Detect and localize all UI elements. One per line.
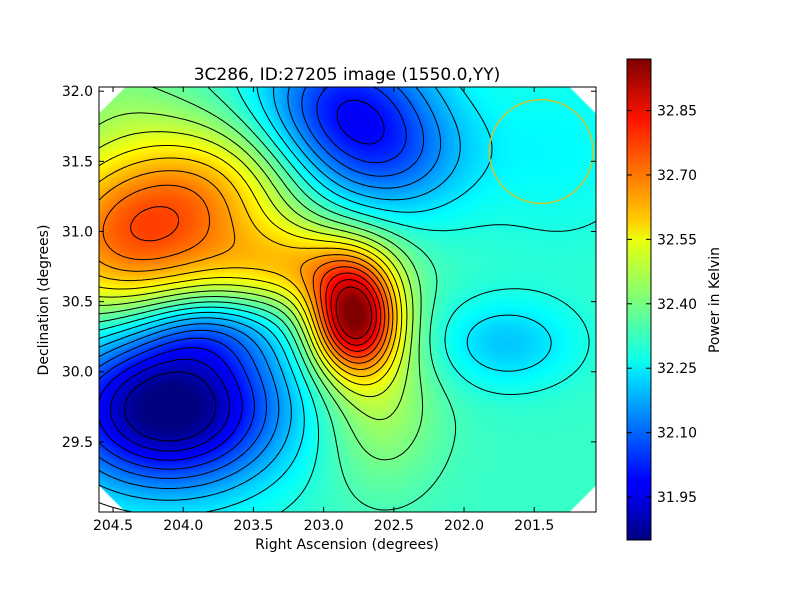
colorbar-tick-label: 32.25: [657, 361, 697, 377]
contour-level-12: [99, 131, 408, 398]
heatmap-image: [99, 87, 596, 512]
x-tick-label: 202.5: [374, 518, 414, 534]
contour-level-10: [99, 87, 424, 461]
contour-level-5: [99, 87, 442, 489]
x-tick-label: 202.0: [444, 518, 484, 534]
x-tick-label: 204.0: [163, 518, 203, 534]
colorbar-frame: [626, 58, 652, 541]
y-tick-label: 31.5: [62, 154, 93, 170]
colorbar-fill: [627, 59, 651, 540]
y-tick-label: 30.0: [62, 365, 93, 381]
x-axis: 204.5 204.0 203.5 203.0 202.5 202.0 201.5: [93, 87, 554, 534]
colorbar-tick-label: 32.10: [657, 426, 697, 442]
x-tick-label: 204.5: [93, 518, 133, 534]
chart-title: 3C286, ID:27205 image (1550.0,YY): [194, 65, 501, 85]
y-tick-label: 30.5: [62, 295, 93, 311]
contour-level-1: [110, 358, 231, 452]
contour-level-11: [99, 112, 414, 421]
colorbar-tick-label: 32.85: [657, 104, 697, 120]
y-axis: 29.5 30.0 30.5 31.0 31.5 32.0: [62, 84, 596, 451]
heatmap-canvas-wrapper: [99, 87, 596, 512]
colorbar-tick-label: 32.40: [657, 297, 697, 313]
contour-lines: [99, 87, 596, 512]
colorbar-tick-label: 32.55: [657, 232, 697, 248]
contour-level-3: [99, 87, 407, 470]
y-tick-label: 32.0: [62, 84, 93, 100]
colorbar-tick-label: 32.70: [657, 168, 697, 184]
contour-level-9: [99, 87, 457, 511]
beam-circle: [488, 98, 594, 205]
contour-level-17: [130, 206, 386, 358]
colorbar-tick-label: 31.95: [657, 490, 697, 506]
contour-level-14: [99, 157, 398, 377]
colorbar-label: Power in Kelvin: [707, 247, 723, 353]
y-tick-label: 31.0: [62, 224, 93, 240]
contour-level-0: [123, 371, 217, 442]
contour-level-20: [335, 286, 373, 339]
contour-level-7: [99, 87, 552, 512]
colorbar: 31.95 32.10 32.25 32.40 32.55 32.70 32.85 Powe…: [626, 58, 723, 541]
contour-level-19: [330, 279, 377, 346]
contour-level-16: [102, 184, 390, 364]
colorbar-ticks: 31.95 32.10 32.25 32.40 32.55 32.70 32.85: [627, 104, 697, 506]
contour-level-13: [99, 145, 403, 386]
x-tick-label: 203.0: [304, 518, 344, 534]
contour-level-6: [99, 87, 461, 501]
contour-level-2: [99, 99, 385, 461]
contour-level-15: [99, 170, 394, 370]
contour-level-8: [99, 87, 596, 512]
y-axis-label: Declination (degrees): [36, 225, 52, 376]
x-tick-label: 203.5: [233, 518, 273, 534]
x-tick-label: 201.5: [514, 518, 554, 534]
plot-area: [98, 86, 597, 513]
y-tick-label: 29.5: [62, 435, 93, 451]
contour-level-4: [99, 87, 425, 479]
contour-level-18: [325, 272, 382, 352]
x-axis-label: Right Ascension (degrees): [255, 537, 439, 553]
plot-frame: [98, 86, 597, 513]
